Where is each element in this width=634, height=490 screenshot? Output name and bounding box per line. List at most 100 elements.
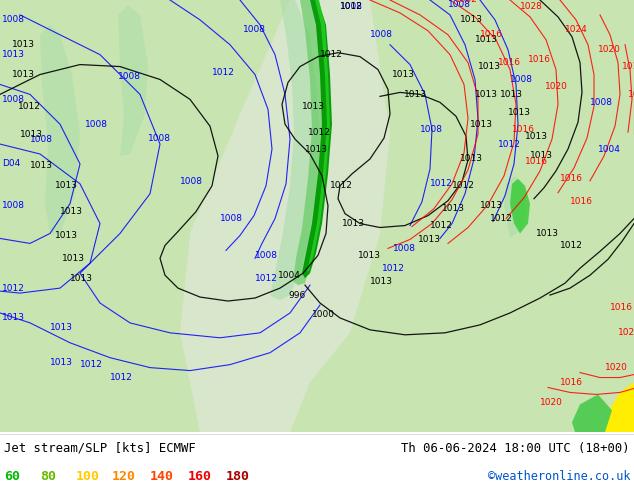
Polygon shape [504,176,526,239]
Text: 1013: 1013 [305,145,328,153]
Polygon shape [600,383,634,432]
Text: 1013: 1013 [302,102,325,111]
Text: 1008: 1008 [393,244,416,253]
Text: 1012: 1012 [498,140,521,148]
Text: 1013: 1013 [460,154,483,164]
Text: 1008: 1008 [2,201,25,210]
Text: 1012: 1012 [330,181,353,190]
Text: 1016: 1016 [560,378,583,387]
Text: 1012: 1012 [452,181,475,190]
Text: 1013: 1013 [418,235,441,244]
Text: 1013: 1013 [2,50,25,59]
Text: 1013: 1013 [20,130,43,139]
Text: 996: 996 [288,291,305,299]
Text: 1016: 1016 [560,174,583,183]
Text: 1008: 1008 [510,75,533,84]
Text: 1020: 1020 [605,363,628,372]
Text: 1013: 1013 [460,15,483,24]
Text: 1032: 1032 [455,0,478,4]
Text: 120: 120 [112,469,136,483]
Polygon shape [118,5,148,156]
Text: 1013: 1013 [358,251,381,260]
Text: 1008: 1008 [30,135,53,144]
Text: 1020: 1020 [618,328,634,337]
Text: 1020: 1020 [545,82,568,91]
Text: 1012: 1012 [80,360,103,369]
Text: 1008: 1008 [148,134,171,143]
Text: 1012: 1012 [320,50,343,59]
Text: 80: 80 [40,469,56,483]
Text: 1012: 1012 [2,284,25,293]
Text: 1008: 1008 [180,177,203,186]
Text: 1013: 1013 [70,274,93,283]
Text: 1013: 1013 [2,314,25,322]
Polygon shape [510,179,530,233]
Polygon shape [270,0,320,300]
Text: 1012: 1012 [340,2,363,11]
Text: 1008: 1008 [2,15,25,24]
Polygon shape [572,394,612,432]
Text: 1012: 1012 [255,274,278,283]
Text: 1016: 1016 [622,62,634,71]
Text: 1008: 1008 [85,120,108,129]
Text: 1000: 1000 [312,311,335,319]
Text: 1008: 1008 [340,2,363,11]
Text: 1008: 1008 [255,251,278,260]
Polygon shape [0,0,634,432]
Text: 100: 100 [76,469,100,483]
Text: 1012: 1012 [430,179,453,188]
Text: 1008: 1008 [118,72,141,81]
Text: 160: 160 [188,469,212,483]
Text: 1013: 1013 [55,231,78,240]
Text: 1012: 1012 [308,127,331,137]
Polygon shape [180,0,390,432]
Text: 1020: 1020 [598,45,621,54]
Text: 1008: 1008 [243,25,266,34]
Text: 1012: 1012 [490,214,513,223]
Text: 1008: 1008 [448,0,471,9]
Text: 1013: 1013 [475,35,498,44]
Text: 1013: 1013 [50,358,73,367]
Text: 180: 180 [226,469,250,483]
Text: 1013: 1013 [478,62,501,71]
Text: 1008: 1008 [420,124,443,134]
Polygon shape [302,0,332,278]
Text: 1016: 1016 [525,157,548,167]
Text: 1016: 1016 [480,30,503,39]
Text: 1008: 1008 [370,30,393,39]
Text: Jet stream/SLP [kts] ECMWF: Jet stream/SLP [kts] ECMWF [4,441,196,455]
Text: 1008: 1008 [220,214,243,223]
Text: 1013: 1013 [525,132,548,141]
Text: 1013: 1013 [500,90,523,99]
Text: 1012: 1012 [212,68,235,77]
Text: 1012: 1012 [560,241,583,250]
Text: 1016: 1016 [570,197,593,206]
Text: 1028: 1028 [520,2,543,11]
Text: ©weatheronline.co.uk: ©weatheronline.co.uk [488,469,630,483]
Text: 1012: 1012 [382,264,405,273]
Text: 1012: 1012 [18,102,41,111]
Text: 1024: 1024 [565,25,588,34]
Polygon shape [293,0,328,285]
Text: 1016: 1016 [498,58,521,67]
Polygon shape [40,25,80,233]
Text: 140: 140 [150,469,174,483]
Text: 1004: 1004 [598,145,621,153]
Text: D04: D04 [2,159,20,169]
Text: 1016: 1016 [512,124,535,134]
Text: 1013: 1013 [30,161,53,171]
Text: 1013: 1013 [55,181,78,190]
Text: 1013: 1013 [404,90,427,99]
Text: 1013: 1013 [50,323,73,332]
Text: 1008: 1008 [2,95,25,104]
Text: 1016: 1016 [528,55,551,64]
Text: 1004: 1004 [278,270,301,280]
Text: 1013: 1013 [536,229,559,238]
Text: 1013: 1013 [442,204,465,213]
Text: 1013: 1013 [12,70,35,79]
Text: 1008: 1008 [590,98,613,107]
Text: 1013: 1013 [508,108,531,117]
Text: 1013: 1013 [480,201,503,210]
Text: Th 06-06-2024 18:00 UTC (18+00): Th 06-06-2024 18:00 UTC (18+00) [401,441,630,455]
Text: 1013: 1013 [60,207,83,216]
